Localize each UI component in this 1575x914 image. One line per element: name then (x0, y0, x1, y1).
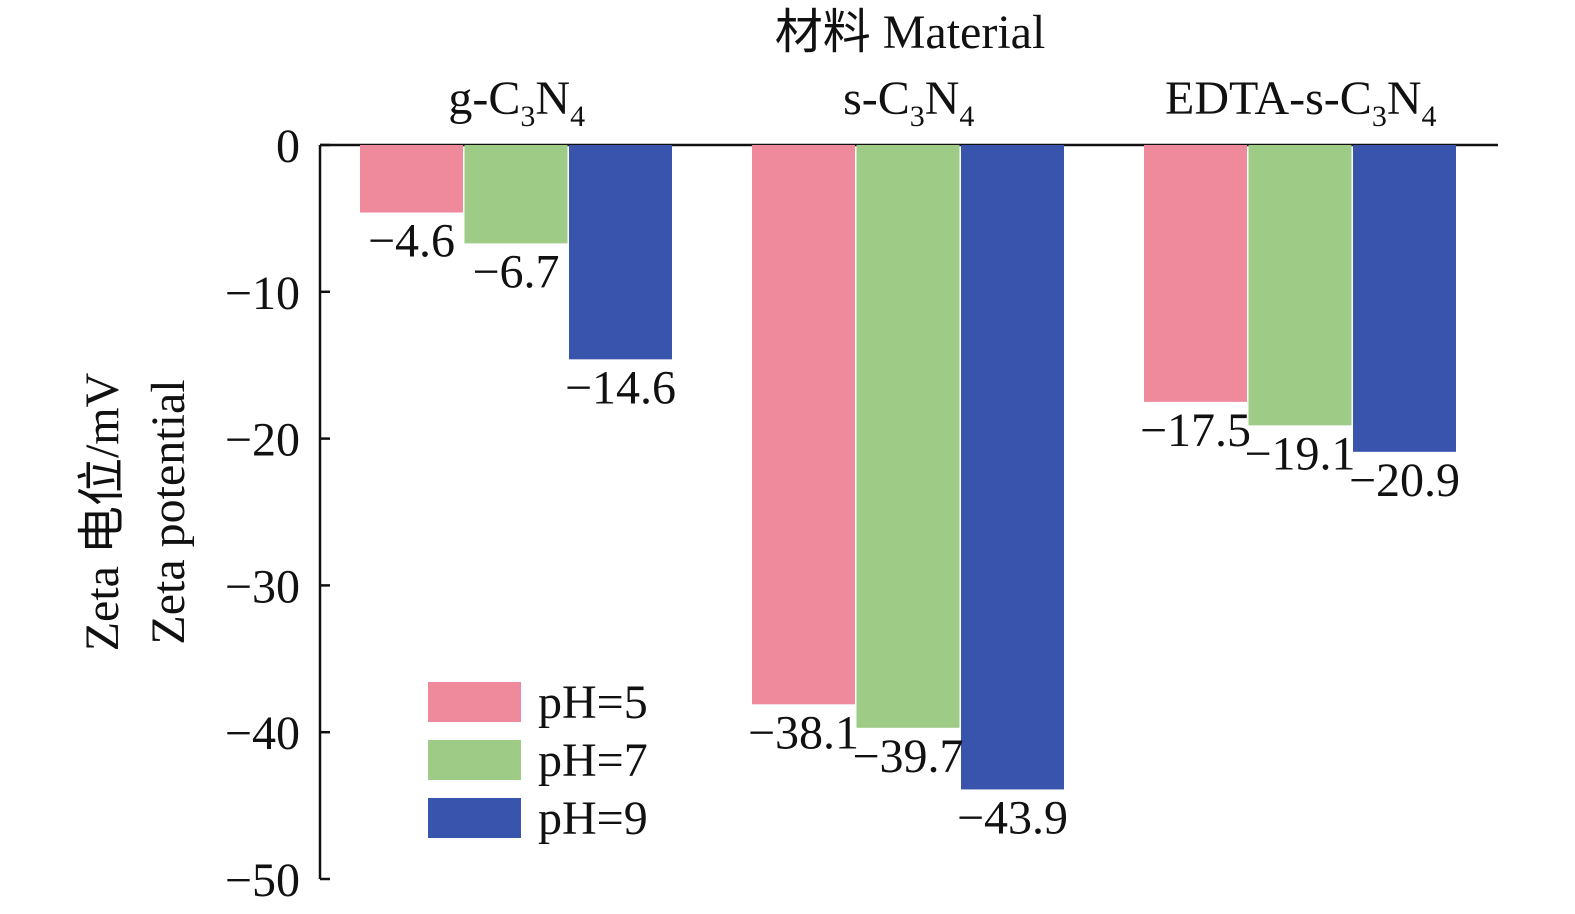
value-labels: −4.6 −38.1 −17.5 −6.7 −39.7 −19.1 −14.6 −43.9 −2… (368, 215, 1460, 845)
legend-label: pH=5 (538, 676, 648, 729)
data-label: −43.9 (957, 791, 1068, 844)
bar-pH7-cat1 (464, 145, 568, 244)
y-tick-label: 0 (276, 120, 300, 173)
bars (360, 145, 1456, 790)
y-tick-label: −30 (225, 560, 300, 613)
legend-swatch (428, 682, 521, 722)
y-tick-label: −10 (225, 267, 300, 320)
y-tick-label: −20 (225, 414, 300, 467)
bar-pH7-cat3 (1248, 145, 1352, 426)
category-label: EDTA-s-C3N4 (1165, 72, 1436, 133)
legend-label: pH=9 (538, 792, 648, 845)
y-axis-label-line: Zeta 电位/mV (76, 372, 129, 651)
data-label: −6.7 (472, 245, 559, 298)
y-tick-label: −50 (225, 854, 300, 907)
y-axis-label-line: Zeta potential (142, 379, 195, 644)
legend-swatch (428, 740, 521, 780)
bar-pH9-cat3 (1353, 145, 1456, 452)
data-label: −39.7 (852, 730, 963, 783)
bar-pH5-cat3 (1144, 145, 1247, 402)
legend-swatch (428, 798, 521, 838)
data-label: −20.9 (1349, 454, 1460, 507)
bar-pH7-cat2 (856, 145, 960, 728)
bar-pH9-cat1 (569, 145, 672, 360)
data-label: −4.6 (368, 215, 455, 268)
category-label: s-C3N4 (843, 72, 974, 133)
y-axis-label: Zeta 电位/mV Zeta potential (76, 372, 195, 651)
bar-pH9-cat2 (961, 145, 1064, 790)
bar-pH5-cat2 (752, 145, 855, 705)
axes: 0 −10 −20 −30 −40 −50 (225, 120, 1498, 907)
data-label: −17.5 (1140, 404, 1251, 457)
y-tick-label: −40 (225, 707, 300, 760)
bar-pH5-cat1 (360, 145, 463, 213)
category-label: g-C3N4 (448, 72, 585, 133)
legend: pH=5pH=7pH=9 (428, 676, 648, 845)
data-label: −38.1 (748, 706, 859, 759)
legend-label: pH=7 (538, 734, 648, 787)
data-label: −19.1 (1244, 427, 1355, 480)
data-label: −14.6 (565, 361, 676, 414)
chart-title: 材料 Material (775, 6, 1046, 59)
category-labels: g-C3N4 s-C3N4 EDTA-s-C3N4 (448, 72, 1436, 133)
